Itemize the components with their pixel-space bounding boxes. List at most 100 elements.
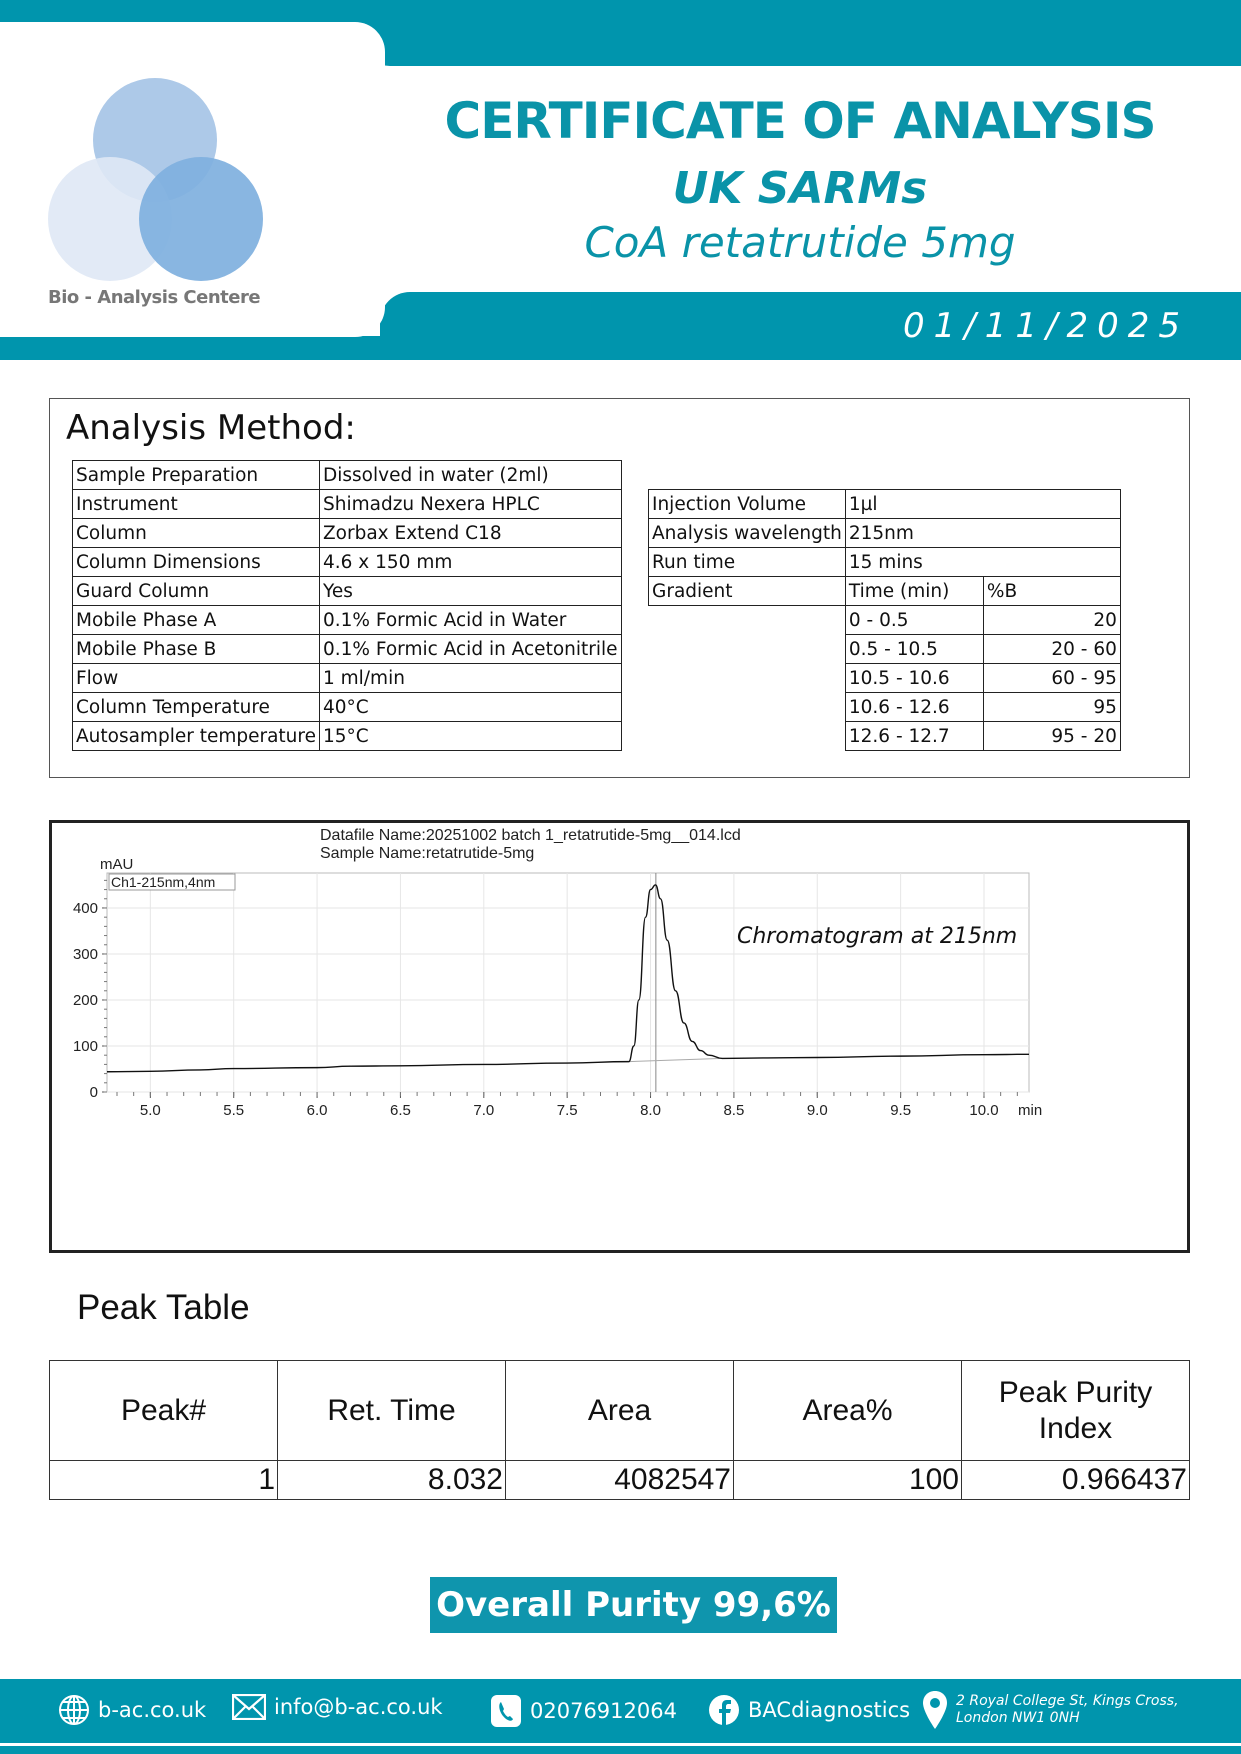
table-row: Guard Column Yes [72, 576, 622, 606]
x-unit-label: min [1018, 1102, 1042, 1119]
x-tick-label: 6.0 [307, 1102, 328, 1119]
table-cell: 15 mins [844, 547, 1121, 577]
footer-phone[interactable]: 02076912064 [490, 1694, 677, 1728]
table-row: Sample Preparation Dissolved in water (2m… [72, 460, 622, 490]
empty-cell [649, 635, 846, 664]
table-cell: 0 - 0.5 [844, 605, 984, 635]
chromatogram-trace [106, 884, 1030, 1073]
table-row: 0.5 - 10.5 20 - 60 [649, 634, 1121, 664]
table-row: Injection Volume 1µl [648, 489, 1121, 519]
chart-annotation: Chromatogram at 215nm [737, 924, 1017, 949]
footer-address: 2 Royal College St, Kings Cross, London N… [922, 1690, 1179, 1730]
table-row: Column Dimensions 4.6 x 150 mm [72, 547, 622, 577]
overall-purity-badge: Overall Purity 99,6% [430, 1577, 837, 1633]
facebook-text: BACdiagnostics [748, 1698, 911, 1722]
purity-label: Overall Purity [436, 1585, 702, 1625]
table-cell: 15°C [319, 721, 622, 751]
x-tick-label: 10.0 [969, 1102, 998, 1119]
empty-cell [649, 693, 846, 722]
chromatogram: 0 100 200 300 400 5.0 5.5 6.0 6.5 7.0 7.5 8.0 8.5 9.0… [49, 820, 1190, 1253]
footer-website[interactable]: b-ac.co.uk [58, 1694, 206, 1726]
peak-table: Peak# Ret. Time Area Area% Peak Purity Index… [49, 1360, 1190, 1500]
x-tick-label: 9.0 [807, 1102, 828, 1119]
address-line: London NW1 0NH [956, 1710, 1080, 1726]
table-cell: 60 - 95 [982, 663, 1121, 693]
table-cell: 40°C [319, 692, 622, 722]
peak-table-title: Peak Table [77, 1288, 250, 1327]
table-cell: Run time [648, 547, 846, 577]
analysis-method-box [49, 398, 1190, 778]
table-cell: 10.5 - 10.6 [844, 663, 984, 693]
facebook-icon [709, 1695, 739, 1725]
table-cell: Instrument [72, 489, 320, 519]
table-cell: 95 [982, 692, 1121, 722]
datafile-name: Datafile Name:20251002 batch 1_retatruti… [320, 827, 741, 844]
y-tick-label: 200 [73, 992, 98, 1009]
page-title: CERTIFICATE OF ANALYSIS [444, 92, 1157, 150]
table-cell: Area [505, 1360, 734, 1461]
table-cell: Column Dimensions [72, 547, 320, 577]
table-cell: Mobile Phase A [72, 605, 320, 635]
table-cell: 0.1% Formic Acid in Acetonitrile [319, 634, 622, 664]
analysis-method-title: Analysis Method: [66, 408, 356, 448]
plot-area [106, 872, 1030, 1093]
footer-email[interactable]: info@b-ac.co.uk [232, 1694, 443, 1720]
table-cell: 100 [733, 1460, 962, 1500]
table-cell: Peak Purity Index [961, 1360, 1190, 1461]
table-cell: 20 - 60 [982, 634, 1121, 664]
certificate-date: 01/11/2025 [903, 306, 1189, 346]
table-cell: 1 ml/min [319, 663, 622, 693]
website-text: b-ac.co.uk [98, 1698, 207, 1722]
table-cell: 8.032 [277, 1460, 506, 1500]
table-cell: Guard Column [72, 576, 320, 606]
table-row: Peak# Ret. Time Area Area% Peak Purity Index [49, 1360, 1190, 1461]
globe-icon [59, 1695, 89, 1725]
header-band [360, 0, 1241, 66]
table-cell: Gradient [648, 576, 846, 606]
x-tick-label: 8.5 [723, 1102, 744, 1119]
table-cell: Flow [72, 663, 320, 693]
table-cell: Autosampler temperature [72, 721, 320, 751]
channel-label-box [108, 873, 236, 891]
table-row: 0 - 0.5 20 [649, 605, 1121, 635]
x-tick-label: 9.5 [890, 1102, 911, 1119]
table-cell: Yes [319, 576, 622, 606]
x-tick-label: 8.0 [640, 1102, 661, 1119]
table-row: 12.6 - 12.7 95 - 20 [649, 721, 1121, 751]
purity-value: 99,6% [712, 1585, 831, 1625]
table-cell: 1µl [844, 489, 1121, 519]
table-cell: 10.6 - 12.6 [844, 692, 984, 722]
table-cell: Ret. Time [277, 1360, 506, 1461]
table-cell: 0.966437 [961, 1460, 1190, 1500]
table-cell: 1 [49, 1460, 278, 1500]
x-tick-label: 7.5 [557, 1102, 578, 1119]
table-cell: Column [72, 518, 320, 548]
location-pin-icon [923, 1691, 947, 1729]
table-cell: Peak# [49, 1360, 278, 1461]
table-cell: Injection Volume [648, 489, 846, 519]
table-row: 1 8.032 4082547 100 0.966437 [49, 1460, 1190, 1500]
sample-name: Sample Name:retatrutide-5mg [320, 845, 534, 862]
y-tick-label: 300 [73, 946, 98, 963]
table-row: Run time 15 mins [648, 547, 1121, 577]
empty-cell [649, 606, 846, 635]
y-tick-label: 100 [73, 1038, 98, 1055]
footer-facebook[interactable]: BACdiagnostics [708, 1694, 910, 1726]
table-row: Autosampler temperature 15°C [72, 721, 622, 751]
table-row: Mobile Phase A 0.1% Formic Acid in Water [72, 605, 622, 635]
address-line: 2 Royal College St, Kings Cross, [956, 1693, 1179, 1709]
table-cell: 20 [982, 605, 1121, 635]
table-cell: Shimadzu Nexera HPLC [319, 489, 622, 519]
chromatogram-svg: 0 100 200 300 400 5.0 5.5 6.0 6.5 7.0 7.5 8.0 8.5 9.0… [73, 827, 1042, 1119]
x-tick-label: 5.0 [140, 1102, 161, 1119]
table-cell: 4.6 x 150 mm [319, 547, 622, 577]
email-text: info@b-ac.co.uk [274, 1695, 443, 1719]
empty-cell [649, 664, 846, 693]
method-table-right: Injection Volume 1µl Analysis wavelength 21… [648, 489, 1121, 751]
channel-label: Ch1-215nm,4nm [111, 874, 215, 890]
table-cell: 0.5 - 10.5 [844, 634, 984, 664]
mail-icon [232, 1694, 266, 1720]
table-cell: %B [982, 576, 1121, 606]
table-row: Column Zorbax Extend C18 [72, 518, 622, 548]
table-row: 10.5 - 10.6 60 - 95 [649, 663, 1121, 693]
